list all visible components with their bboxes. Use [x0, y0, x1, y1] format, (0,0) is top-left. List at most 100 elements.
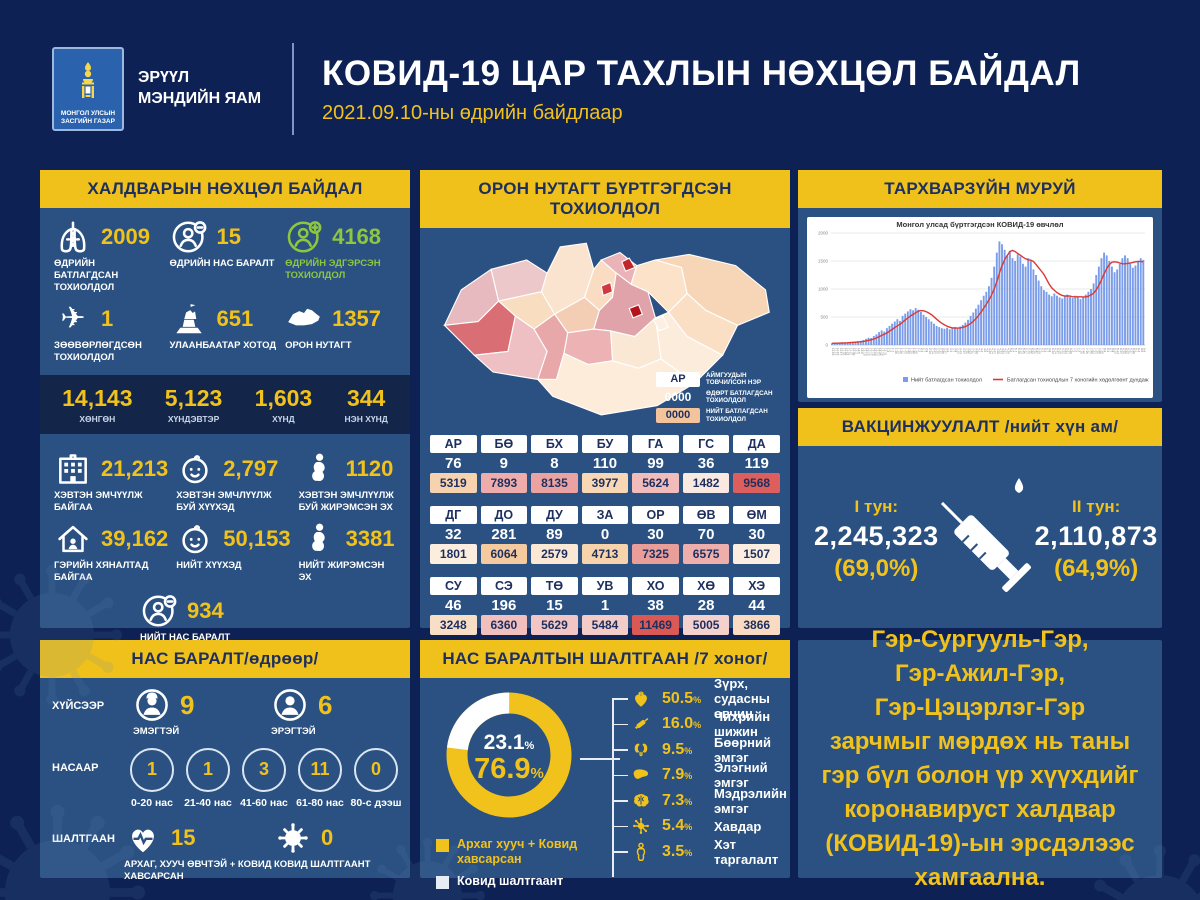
region-column-СУ: СУ 46 3248: [430, 577, 477, 635]
svg-text:12.23: 12.23: [876, 348, 880, 356]
svg-text:7.25: 7.25: [1095, 348, 1099, 354]
ministry-name: ЭРҮҮЛ МЭНДИЙН ЯАМ: [138, 69, 262, 107]
svg-text:11.17: 11.17: [839, 348, 843, 356]
svg-text:3.27: 3.27: [972, 348, 976, 354]
stat-value: 651: [216, 305, 254, 331]
svg-text:5.4: 5.4: [1012, 348, 1016, 353]
region-column-ЗА: ЗА 0 4713: [581, 506, 629, 564]
stat-label: ӨДРИЙН ЭДГЭРСЭН ТОХИОЛДОЛ: [285, 258, 381, 281]
stat-value: 15: [216, 224, 242, 249]
svg-text:8.22: 8.22: [1124, 348, 1128, 354]
svg-text:6.9: 6.9: [1048, 348, 1052, 353]
svg-text:8.17: 8.17: [1119, 348, 1123, 354]
stat-label: НИЙТ НАС БАРАЛТ: [140, 631, 231, 643]
stat-label: КОВИД ШАЛТГААНТ: [274, 859, 371, 871]
svg-text:4.17: 4.17: [993, 348, 997, 354]
stat-item: 39,162 ГЭРИЙН ХЯНАЛТАД БАЙГАА: [54, 520, 168, 584]
age-group-stat: 0 80-с дээш: [348, 747, 404, 810]
stat-value: 1120: [345, 456, 394, 482]
stat-item: 1357 ОРОН НУТАГТ: [285, 300, 398, 364]
map-legend: АР АЙМГУУДЫН ТОВЧИЛСОН НЭР 0000 ӨДӨРТ БАТЛА…: [656, 369, 776, 423]
map-legend-row: АР АЙМГУУДЫН ТОВЧИЛСОН НЭР: [656, 371, 776, 387]
mongolia-icon: [288, 308, 320, 325]
svg-text:6.24: 6.24: [1064, 348, 1068, 354]
svg-text:1.10: 1.10: [894, 348, 898, 354]
svg-text:7.12: 7.12: [1082, 348, 1086, 354]
svg-text:1.17: 1.17: [902, 348, 906, 354]
svg-text:7.30: 7.30: [1101, 348, 1105, 354]
map-legend-row: 0000 ӨДӨРТ БАТЛАГДСАН ТОХИОЛДОЛ: [664, 389, 773, 405]
region-column-ДА: ДА 119 9568: [733, 435, 780, 493]
svg-text:1.20: 1.20: [904, 348, 908, 354]
infection-stats-top: 2009 ӨДРИЙН БАТЛАГДСАН ТОХИОЛДОЛ 15 ӨДРИЙН…: [40, 208, 410, 369]
mongolia-map: АР АЙМГУУДЫН ТОВЧИЛСОН НЭР 0000 ӨДӨРТ БАТЛА…: [420, 228, 790, 433]
svg-text:12.8: 12.8: [860, 348, 864, 354]
svg-text:3.22: 3.22: [967, 348, 971, 354]
stat-value: 6: [318, 689, 333, 720]
stat-label: АРХАГ, ХУУЧ ӨВЧТЭЙ + КОВИД ХАВСАРСАН: [124, 859, 272, 883]
map-region-ӨМ: [536, 352, 696, 416]
region-column-БӨ: БӨ 9 7893: [480, 435, 528, 493]
svg-text:12.13: 12.13: [865, 348, 869, 356]
svg-text:8.7: 8.7: [1108, 348, 1112, 353]
curve-panel: ТАРХВАРЗҮЙН МУРУЙ Монгол улсад бүртгэгдс…: [798, 170, 1162, 402]
svg-text:4.24: 4.24: [1001, 348, 1005, 354]
stat-label: НИЙТ ЖИРЭМСЭН ЭХ: [298, 560, 385, 583]
svg-text:76.9%: 76.9%: [474, 753, 544, 785]
stat-label: НИЙТ ХҮҮХЭД: [176, 560, 242, 572]
svg-text:3.4: 3.4: [949, 348, 953, 353]
statue-icon: [175, 303, 202, 333]
svg-text:6.17: 6.17: [1056, 348, 1060, 354]
stat-label: ГЭРИЙН ХЯНАЛТАД БАЙГАА: [54, 560, 149, 583]
cause-row: 7.3% Мэдрэлийн эмгэг: [612, 786, 787, 816]
svg-text:3.25: 3.25: [970, 348, 974, 354]
svg-text:11.25: 11.25: [847, 348, 851, 356]
svg-text:2.14: 2.14: [930, 348, 934, 354]
svg-text:4.1: 4.1: [978, 348, 982, 353]
svg-text:6.14: 6.14: [1053, 348, 1057, 354]
region-table-group: СУ 46 3248 СЭ 196 6360 ТӨ 15 5629 УВ 1: [430, 577, 780, 635]
svg-text:1000: 1000: [818, 287, 829, 292]
stat-value: 39,162: [101, 526, 169, 552]
region-column-СЭ: СЭ 196 6360: [480, 577, 528, 635]
stat-item: 15 ӨДРИЙН НАС БАРАЛТ: [170, 218, 278, 294]
region-column-ГА: ГА 99 5624: [632, 435, 679, 493]
deaths-panel-title: НАС БАРАЛТ/өдрөөр/: [40, 640, 410, 678]
svg-text:3.2: 3.2: [946, 348, 950, 353]
stat-item: 50,153 НИЙТ ХҮҮХЭД: [176, 520, 291, 584]
svg-text:5.27: 5.27: [1035, 348, 1039, 354]
brain-icon: [634, 793, 649, 807]
dose-1-stat: I тун: 2,245,323 (69,0%): [814, 496, 939, 582]
government-logo: МОНГОЛ УЛСЫН ЗАСГИЙН ГАЗАР: [52, 47, 124, 131]
svg-text:3.20: 3.20: [964, 348, 968, 354]
donut-legend-item: Архаг хууч + Ковид хавсарсан: [434, 837, 584, 867]
svg-text:3.14: 3.14: [959, 348, 963, 354]
region-table-group: ДГ 32 1801 ДО 281 6064 ДУ 89 2579 ЗА 0: [430, 506, 780, 564]
svg-text:8.20: 8.20: [1121, 348, 1125, 354]
donut-connector-line: [580, 758, 620, 760]
svg-text:12.15: 12.15: [868, 348, 872, 356]
svg-text:5.12: 5.12: [1019, 348, 1023, 354]
svg-text:1.15: 1.15: [899, 348, 903, 354]
map-legend-row: 0000 НИЙТ БАТЛАГДСАН ТОХИОЛДОЛ: [656, 408, 776, 423]
stat-label: УЛААНБААТАР ХОТОД: [169, 339, 277, 351]
svg-text:5.25: 5.25: [1033, 348, 1037, 354]
stat-value: 0: [321, 825, 334, 851]
svg-text:12.5: 12.5: [857, 348, 861, 354]
svg-text:12.20: 12.20: [873, 348, 877, 356]
infection-panel: ХАЛДВАРЫН НӨХЦӨЛ БАЙДАЛ 2009 ӨДРИЙН БАТЛА…: [40, 170, 410, 643]
svg-text:11.12: 11.12: [834, 348, 838, 356]
svg-text:6.27: 6.27: [1067, 348, 1071, 354]
body-icon: [636, 842, 646, 861]
baby-icon: [182, 455, 208, 484]
donut-legend-item: Ковид шалтгаант: [434, 874, 584, 889]
map-region-ГС: [652, 315, 670, 332]
svg-text:2.20: 2.20: [936, 348, 940, 354]
svg-text:5.20: 5.20: [1027, 348, 1031, 354]
stat-value: 9: [180, 689, 195, 720]
stat-item: 21,213 ХЭВТЭН ЭМЧҮҮЛЖ БАЙГАА: [54, 450, 168, 514]
svg-text:12.28: 12.28: [881, 348, 885, 356]
cause-row: 5.4% Хавдар: [612, 814, 787, 840]
svg-text:8.2: 8.2: [1103, 348, 1107, 353]
infection-panel-title: ХАЛДВАРЫН НӨХЦӨЛ БАЙДАЛ: [40, 170, 410, 208]
